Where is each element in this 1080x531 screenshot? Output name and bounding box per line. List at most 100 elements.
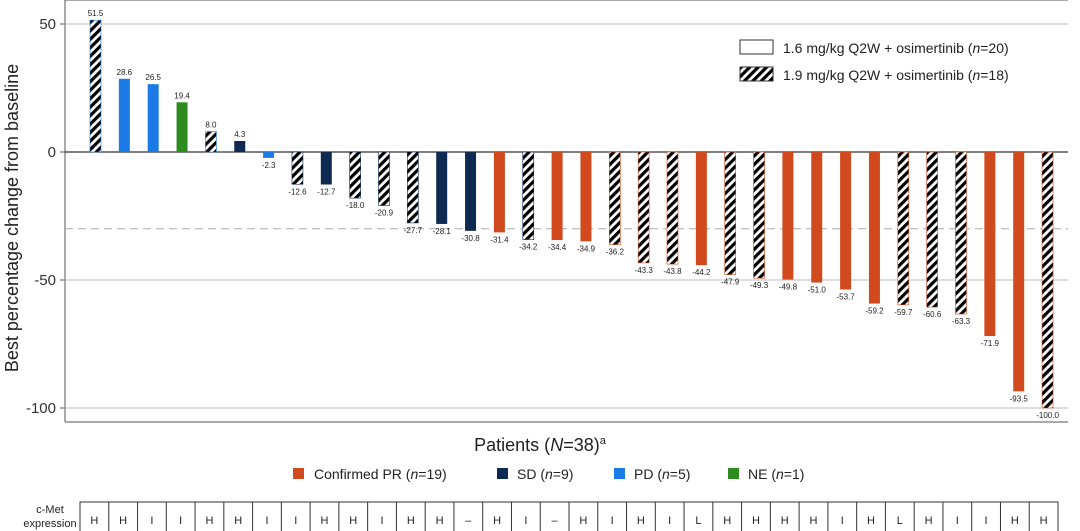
bar — [608, 151, 621, 245]
bar — [465, 152, 477, 231]
bar — [782, 152, 794, 280]
cmet-cell: H — [781, 515, 789, 527]
bar — [753, 151, 765, 279]
cmet-cell: H — [810, 515, 818, 527]
bar — [349, 151, 361, 199]
bar — [522, 151, 535, 240]
bar — [291, 151, 304, 185]
bar — [378, 151, 390, 206]
bar — [320, 152, 332, 185]
y-tick-label: -50 — [34, 272, 56, 289]
cmet-cell: H — [579, 515, 587, 527]
cmet-cell: I — [985, 515, 988, 527]
legend-label-ne: NE (n=1) — [748, 466, 804, 482]
legend-label-pd: PD (n=5) — [634, 466, 690, 482]
cmet-cell: H — [436, 515, 444, 527]
bar — [234, 140, 246, 152]
cmet-cell: H — [1040, 515, 1048, 527]
bar-value-label: -2.3 — [262, 161, 276, 170]
cmet-cell: H — [205, 515, 213, 527]
bar — [955, 151, 967, 315]
bar-value-label: -63.3 — [952, 317, 971, 326]
bar — [89, 19, 102, 153]
bar-value-label: -43.3 — [635, 266, 654, 275]
cmet-row-title: c-Met expression — [23, 504, 76, 530]
legend-swatch-sd — [497, 468, 508, 479]
legend-label-1-6: 1.6 mg/kg Q2W + osimertinib (n=20) — [783, 40, 1009, 56]
bar — [637, 151, 650, 264]
bar — [205, 131, 217, 153]
cmet-cell: I — [611, 515, 614, 527]
bar-value-label: 19.4 — [174, 91, 190, 100]
bar — [551, 152, 563, 241]
bar — [436, 152, 448, 224]
legend-swatch-pd — [614, 468, 625, 479]
y-axis-title: Best percentage change from baseline — [2, 64, 22, 372]
bar — [666, 151, 679, 265]
bar-value-label: -53.7 — [836, 292, 855, 301]
bar — [176, 102, 188, 152]
bar-value-label: -30.8 — [461, 234, 480, 243]
bar-value-label: -49.3 — [750, 281, 769, 290]
cmet-cell: I — [380, 515, 383, 527]
bar — [1041, 151, 1054, 409]
legend-swatch-ne — [728, 468, 739, 479]
bar — [984, 152, 996, 337]
bar-value-label: -36.2 — [606, 248, 625, 257]
bar-value-label: -27.7 — [404, 226, 423, 235]
dose-legend: 1.6 mg/kg Q2W + osimertinib (n=20) 1.9 m… — [739, 39, 1009, 83]
cmet-cell: I — [294, 515, 297, 527]
bar-value-label: -71.9 — [981, 339, 1000, 348]
cmet-cell: H — [349, 515, 357, 527]
cmet-expression-row: H H I I H H I I H H I H H – H I – H I H I L H H H H I H L H I I H H — [79, 501, 1059, 531]
bar — [811, 152, 823, 283]
bar-value-label: -18.0 — [346, 201, 365, 210]
bar-value-label: -20.9 — [375, 209, 394, 218]
bar — [840, 152, 852, 290]
bar-value-label: 28.6 — [117, 68, 133, 77]
bar-value-label: 4.3 — [234, 130, 246, 139]
bar — [926, 151, 938, 308]
cmet-cell: L — [897, 515, 903, 527]
bar-value-label: -59.7 — [894, 308, 913, 317]
y-tick-label: 50 — [39, 16, 56, 33]
bar-value-label: 26.5 — [145, 73, 161, 82]
bar — [868, 152, 880, 304]
cmet-cell: H — [723, 515, 731, 527]
cmet-cell: – — [552, 515, 559, 527]
bar — [580, 152, 592, 242]
cmet-cell: H — [867, 515, 875, 527]
y-tick-label: -100 — [26, 400, 56, 417]
cmet-cell: H — [1011, 515, 1019, 527]
cmet-cell: – — [465, 515, 472, 527]
cmet-cell: I — [524, 515, 527, 527]
bar — [724, 151, 737, 275]
bar-value-label: -28.1 — [433, 227, 452, 236]
legend-label-sd: SD (n=9) — [517, 466, 573, 482]
cmet-cell: I — [179, 515, 182, 527]
bar — [263, 152, 275, 158]
legend-swatch-solid — [739, 39, 774, 55]
bar-value-label: -34.4 — [548, 243, 567, 252]
bar-value-label: -12.7 — [317, 188, 336, 197]
cmet-cell: H — [637, 515, 645, 527]
bar-value-label: -47.9 — [721, 278, 740, 287]
bar — [493, 152, 505, 233]
x-axis-title: Patients (N=38)a — [474, 435, 607, 455]
bar-value-label: 51.5 — [88, 9, 104, 18]
cmet-cell: I — [150, 515, 153, 527]
cmet-cell: I — [265, 515, 268, 527]
cmet-cell: H — [407, 515, 415, 527]
bar-value-label: 8.0 — [205, 121, 217, 130]
bar — [147, 84, 159, 152]
legend-label-pr: Confirmed PR (n=19) — [314, 466, 447, 482]
bar-value-label: -60.6 — [923, 310, 942, 319]
bar — [1013, 152, 1025, 392]
bar — [897, 151, 910, 306]
bar — [407, 151, 419, 224]
cmet-cell: L — [695, 515, 701, 527]
bar-value-label: -93.5 — [1010, 394, 1029, 403]
legend-swatch-hatched — [739, 66, 774, 82]
bar-value-label: -44.2 — [692, 268, 711, 277]
